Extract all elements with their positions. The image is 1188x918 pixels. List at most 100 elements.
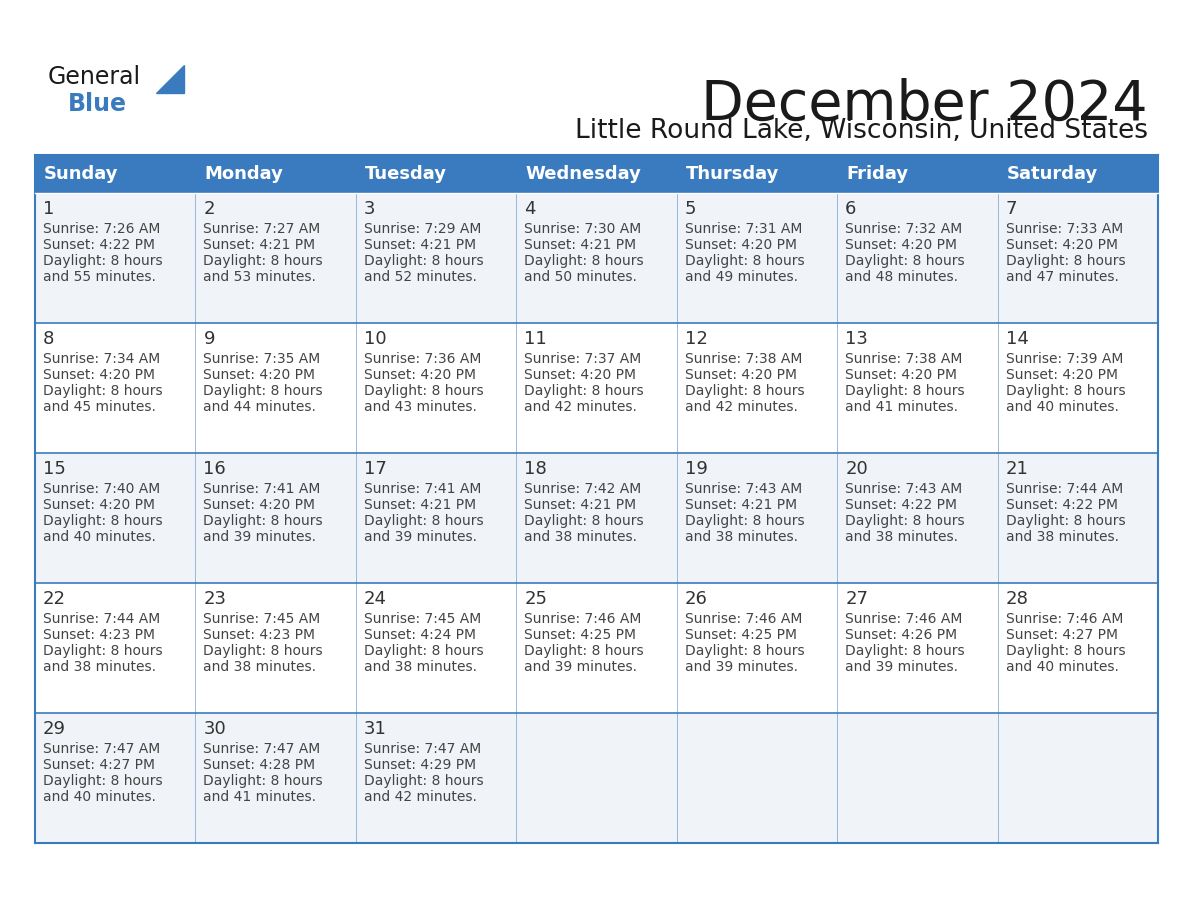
Text: Sunrise: 7:27 AM: Sunrise: 7:27 AM <box>203 222 321 236</box>
Text: and 44 minutes.: and 44 minutes. <box>203 400 316 414</box>
Text: 13: 13 <box>845 330 868 348</box>
Text: and 42 minutes.: and 42 minutes. <box>364 790 476 804</box>
Text: and 49 minutes.: and 49 minutes. <box>684 270 797 284</box>
Text: and 38 minutes.: and 38 minutes. <box>1005 530 1119 544</box>
Text: and 40 minutes.: and 40 minutes. <box>1005 660 1118 674</box>
Bar <box>356 323 517 453</box>
Bar <box>356 713 517 843</box>
Text: Sunrise: 7:46 AM: Sunrise: 7:46 AM <box>684 612 802 626</box>
Bar <box>196 453 356 583</box>
Text: and 47 minutes.: and 47 minutes. <box>1005 270 1118 284</box>
Text: Sunrise: 7:37 AM: Sunrise: 7:37 AM <box>524 352 642 366</box>
Bar <box>838 155 998 193</box>
Bar <box>998 713 1158 843</box>
Text: Daylight: 8 hours: Daylight: 8 hours <box>1005 254 1125 268</box>
Text: Sunrise: 7:26 AM: Sunrise: 7:26 AM <box>43 222 160 236</box>
Text: Sunset: 4:21 PM: Sunset: 4:21 PM <box>203 238 316 252</box>
Bar <box>838 453 998 583</box>
Bar <box>998 583 1158 713</box>
Bar <box>838 193 998 323</box>
Text: Daylight: 8 hours: Daylight: 8 hours <box>43 644 163 658</box>
Text: Tuesday: Tuesday <box>365 165 447 183</box>
Bar <box>838 583 998 713</box>
Text: 1: 1 <box>43 200 55 218</box>
Text: Sunset: 4:21 PM: Sunset: 4:21 PM <box>524 238 637 252</box>
Text: Sunset: 4:29 PM: Sunset: 4:29 PM <box>364 758 476 772</box>
Bar <box>356 453 517 583</box>
Text: Little Round Lake, Wisconsin, United States: Little Round Lake, Wisconsin, United Sta… <box>575 118 1148 144</box>
Text: Sunrise: 7:31 AM: Sunrise: 7:31 AM <box>684 222 802 236</box>
Bar <box>517 453 677 583</box>
Text: Sunrise: 7:35 AM: Sunrise: 7:35 AM <box>203 352 321 366</box>
Text: Sunset: 4:20 PM: Sunset: 4:20 PM <box>43 498 154 512</box>
Text: Daylight: 8 hours: Daylight: 8 hours <box>364 384 484 398</box>
Text: Sunday: Sunday <box>44 165 119 183</box>
Text: Blue: Blue <box>68 92 127 116</box>
Text: Daylight: 8 hours: Daylight: 8 hours <box>684 384 804 398</box>
Text: and 55 minutes.: and 55 minutes. <box>43 270 156 284</box>
Text: Daylight: 8 hours: Daylight: 8 hours <box>203 774 323 788</box>
Text: and 42 minutes.: and 42 minutes. <box>524 400 637 414</box>
Bar <box>34 453 196 583</box>
Text: and 38 minutes.: and 38 minutes. <box>684 530 797 544</box>
Text: Daylight: 8 hours: Daylight: 8 hours <box>1005 644 1125 658</box>
Text: and 38 minutes.: and 38 minutes. <box>203 660 316 674</box>
Text: Sunrise: 7:34 AM: Sunrise: 7:34 AM <box>43 352 160 366</box>
Bar <box>677 453 838 583</box>
Text: and 45 minutes.: and 45 minutes. <box>43 400 156 414</box>
Text: 17: 17 <box>364 460 387 478</box>
Text: Daylight: 8 hours: Daylight: 8 hours <box>524 644 644 658</box>
Bar <box>677 323 838 453</box>
Text: Sunrise: 7:29 AM: Sunrise: 7:29 AM <box>364 222 481 236</box>
Text: Sunrise: 7:45 AM: Sunrise: 7:45 AM <box>203 612 321 626</box>
Text: Daylight: 8 hours: Daylight: 8 hours <box>43 514 163 528</box>
Text: Sunrise: 7:38 AM: Sunrise: 7:38 AM <box>845 352 962 366</box>
Bar <box>517 713 677 843</box>
Text: Daylight: 8 hours: Daylight: 8 hours <box>364 514 484 528</box>
Text: Daylight: 8 hours: Daylight: 8 hours <box>524 384 644 398</box>
Bar <box>34 193 196 323</box>
Text: Sunrise: 7:44 AM: Sunrise: 7:44 AM <box>43 612 160 626</box>
Text: 14: 14 <box>1005 330 1029 348</box>
Text: Sunset: 4:27 PM: Sunset: 4:27 PM <box>43 758 154 772</box>
Text: 21: 21 <box>1005 460 1029 478</box>
Text: Sunset: 4:23 PM: Sunset: 4:23 PM <box>203 628 316 642</box>
Text: and 38 minutes.: and 38 minutes. <box>43 660 156 674</box>
Text: 30: 30 <box>203 720 226 738</box>
Polygon shape <box>156 65 184 93</box>
Bar <box>517 323 677 453</box>
Text: Sunset: 4:20 PM: Sunset: 4:20 PM <box>203 498 316 512</box>
Text: Sunrise: 7:43 AM: Sunrise: 7:43 AM <box>684 482 802 496</box>
Text: 16: 16 <box>203 460 226 478</box>
Text: 7: 7 <box>1005 200 1017 218</box>
Bar <box>838 323 998 453</box>
Text: Sunset: 4:25 PM: Sunset: 4:25 PM <box>684 628 797 642</box>
Text: Friday: Friday <box>846 165 909 183</box>
Text: Sunset: 4:22 PM: Sunset: 4:22 PM <box>1005 498 1118 512</box>
Text: Daylight: 8 hours: Daylight: 8 hours <box>364 254 484 268</box>
Text: 11: 11 <box>524 330 546 348</box>
Text: Sunrise: 7:43 AM: Sunrise: 7:43 AM <box>845 482 962 496</box>
Text: Sunset: 4:21 PM: Sunset: 4:21 PM <box>684 498 797 512</box>
Text: Daylight: 8 hours: Daylight: 8 hours <box>524 254 644 268</box>
Text: 15: 15 <box>43 460 65 478</box>
Text: and 39 minutes.: and 39 minutes. <box>684 660 797 674</box>
Text: 27: 27 <box>845 590 868 608</box>
Text: Sunset: 4:20 PM: Sunset: 4:20 PM <box>845 368 958 382</box>
Text: 25: 25 <box>524 590 548 608</box>
Text: and 50 minutes.: and 50 minutes. <box>524 270 637 284</box>
Text: Wednesday: Wednesday <box>525 165 642 183</box>
Text: and 43 minutes.: and 43 minutes. <box>364 400 476 414</box>
Text: Daylight: 8 hours: Daylight: 8 hours <box>364 644 484 658</box>
Bar <box>196 583 356 713</box>
Bar <box>998 323 1158 453</box>
Text: Daylight: 8 hours: Daylight: 8 hours <box>684 644 804 658</box>
Text: Daylight: 8 hours: Daylight: 8 hours <box>1005 384 1125 398</box>
Text: Sunrise: 7:36 AM: Sunrise: 7:36 AM <box>364 352 481 366</box>
Bar <box>196 713 356 843</box>
Text: Sunset: 4:28 PM: Sunset: 4:28 PM <box>203 758 316 772</box>
Text: Daylight: 8 hours: Daylight: 8 hours <box>203 254 323 268</box>
Text: Sunrise: 7:40 AM: Sunrise: 7:40 AM <box>43 482 160 496</box>
Text: Sunset: 4:20 PM: Sunset: 4:20 PM <box>684 368 797 382</box>
Text: Daylight: 8 hours: Daylight: 8 hours <box>203 384 323 398</box>
